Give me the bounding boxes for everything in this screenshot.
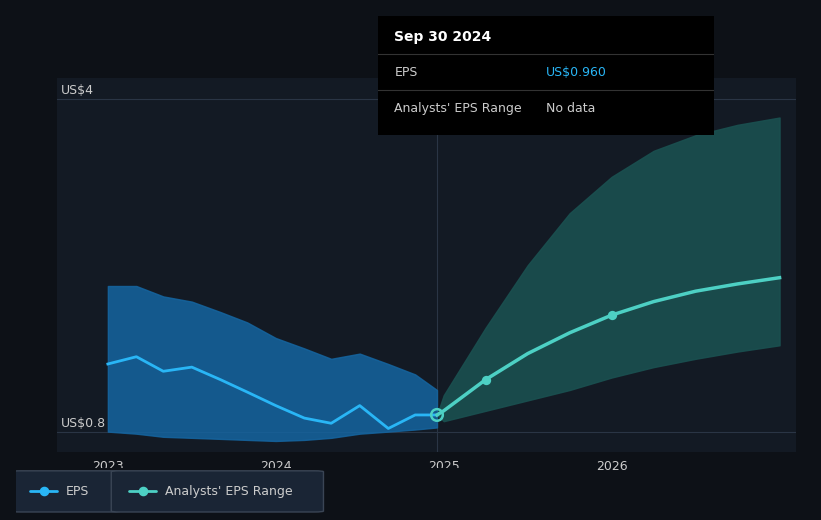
Text: 2023: 2023 [92,460,124,473]
Point [479,375,493,384]
Text: Analysts Forecasts: Analysts Forecasts [451,101,566,114]
Point [136,487,149,496]
Text: 2026: 2026 [596,460,627,473]
Text: Analysts' EPS Range: Analysts' EPS Range [395,102,522,115]
Text: EPS: EPS [67,485,89,498]
Point [37,487,50,496]
FancyBboxPatch shape [112,471,323,512]
Text: EPS: EPS [395,66,418,79]
Text: 2024: 2024 [260,460,291,473]
Point [605,311,618,319]
Text: US$0.960: US$0.960 [546,66,607,79]
Text: Actual: Actual [389,101,429,114]
Text: US$4: US$4 [61,84,94,97]
Text: No data: No data [546,102,595,115]
Text: US$0.8: US$0.8 [61,417,106,430]
FancyBboxPatch shape [11,471,121,512]
Text: Sep 30 2024: Sep 30 2024 [395,30,492,44]
Text: 2025: 2025 [428,460,460,473]
Text: Analysts' EPS Range: Analysts' EPS Range [166,485,293,498]
Point [430,411,443,419]
